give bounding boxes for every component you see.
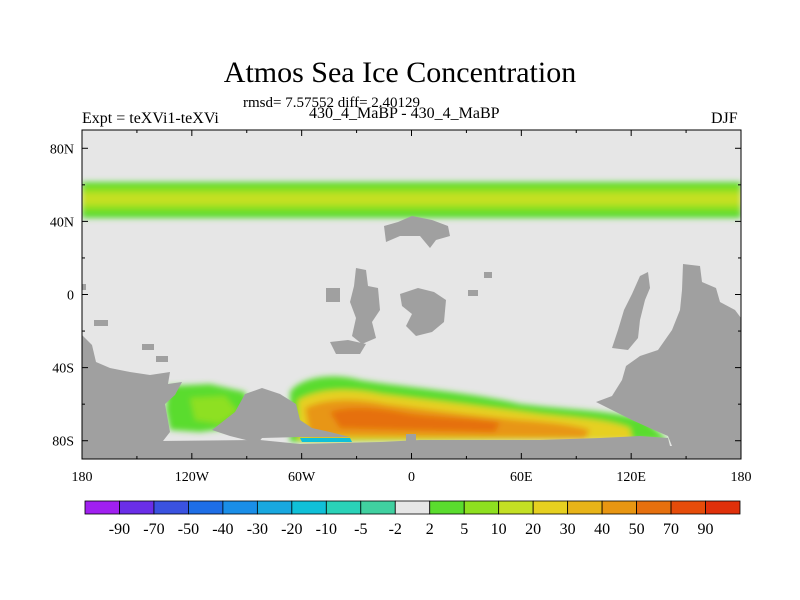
land-mask (82, 216, 741, 459)
x-tick-label-6: 180 (731, 470, 752, 485)
land-islet-1 (94, 320, 108, 326)
land-islet-4 (468, 290, 478, 296)
land-sa-bits (330, 340, 366, 354)
colorbar-label-6: -10 (316, 521, 337, 538)
colorbar-label-15: 50 (629, 521, 645, 538)
colorbar-swatch-4 (222, 500, 258, 515)
colorbar-label-9: 2 (426, 521, 434, 538)
land-islet-3 (156, 356, 168, 362)
land-islet-5 (484, 272, 492, 278)
land-islet-2 (142, 344, 154, 350)
y-tick-label-1: 40N (50, 215, 74, 230)
northern-band (82, 182, 741, 218)
colorbar-swatch-14 (567, 500, 603, 515)
northern-band-core (82, 193, 741, 205)
colorbar-swatch-6 (291, 500, 327, 515)
colorbar-swatch-1 (119, 500, 155, 515)
rmsd-diff-label: rmsd= 7.57552 diff= 2.40129 (243, 95, 421, 111)
y-tick-label-4: 80S (52, 435, 74, 450)
y-axis: 80N 40N 0 40S 80S (50, 142, 741, 450)
colorbar-label-7: -5 (354, 521, 367, 538)
colorbar-swatch-3 (188, 500, 224, 515)
land-africa-island-a (350, 268, 380, 344)
colorbar-swatch-9 (394, 500, 431, 515)
y-tick-label-0: 80N (50, 142, 74, 157)
land-africa-north (384, 216, 450, 248)
colorbar-swatch-8 (360, 500, 396, 515)
colorbar-label-4: -30 (247, 521, 268, 538)
colorbar-label-2: -50 (178, 521, 199, 538)
y-tick-label-2: 0 (67, 289, 74, 304)
subtitle-label: 430_4_MaBP - 430_4_MaBP (309, 105, 500, 122)
colorbar-label-11: 10 (491, 521, 507, 538)
land-indonesia (612, 272, 650, 350)
colorbar-swatch-7 (325, 500, 362, 515)
colorbar-label-14: 40 (594, 521, 610, 538)
land-australia-region (596, 264, 741, 446)
land-islet-6 (82, 284, 86, 290)
colorbar-swatch-16 (636, 500, 672, 515)
land-west-antarctic (82, 335, 182, 441)
colorbar-swatch-12 (498, 500, 534, 515)
x-tick-label-1: 120W (175, 470, 210, 485)
colorbar-label-12: 20 (525, 521, 541, 538)
colorbar-swatch-15 (601, 500, 637, 515)
southern-band-hot (330, 407, 500, 432)
land-antarctic-peninsula (212, 388, 350, 443)
colorbar-swatch-18 (705, 500, 741, 515)
land-antarctic-shelf (82, 436, 741, 459)
season-label: DJF (711, 110, 738, 127)
x-tick-label-0: 180 (72, 470, 93, 485)
colorbar: -90 -70 -50 -40 -30 -20 -10 -5 -2 2 5 10 20 30 40 50 70 9… (84, 500, 741, 538)
ross-sea-patch-inner (190, 396, 238, 424)
colorbar-swatch-11 (463, 500, 500, 515)
colorbar-swatch-0 (84, 500, 120, 515)
land-africa-island-b (400, 288, 446, 336)
land-south-america-isle (326, 288, 340, 302)
colorbar-label-5: -20 (281, 521, 302, 538)
x-tick-label-3: 0 (408, 470, 415, 485)
colorbar-label-3: -40 (212, 521, 233, 538)
colorbar-swatch-5 (256, 500, 293, 515)
colorbar-label-10: 5 (460, 521, 468, 538)
x-axis: 180 120W 60W 0 60E 120E 180 (72, 130, 752, 485)
y-tick-label-3: 40S (52, 362, 74, 377)
colorbar-label-1: -70 (143, 521, 164, 538)
colorbar-label-17: 90 (698, 521, 714, 538)
x-tick-label-4: 60E (510, 470, 533, 485)
southern-ocean-field (166, 376, 668, 442)
chart-title: Atmos Sea Ice Concentration (223, 56, 577, 89)
colorbar-label-8: -2 (389, 521, 402, 538)
land-islet-7 (406, 434, 416, 444)
colorbar-swatch-13 (532, 500, 569, 515)
colorbar-label-16: 70 (663, 521, 679, 538)
x-tick-label-2: 60W (288, 470, 316, 485)
experiment-label: Expt = teXVi1-teXVi (82, 110, 219, 127)
x-tick-label-5: 120E (616, 470, 646, 485)
colorbar-swatch-17 (670, 500, 706, 515)
colorbar-swatch-10 (429, 500, 465, 515)
shelf-neg-sliver (300, 438, 352, 442)
colorbar-label-13: 30 (560, 521, 576, 538)
colorbar-label-0: -90 (109, 521, 130, 538)
colorbar-swatch-2 (153, 500, 189, 515)
